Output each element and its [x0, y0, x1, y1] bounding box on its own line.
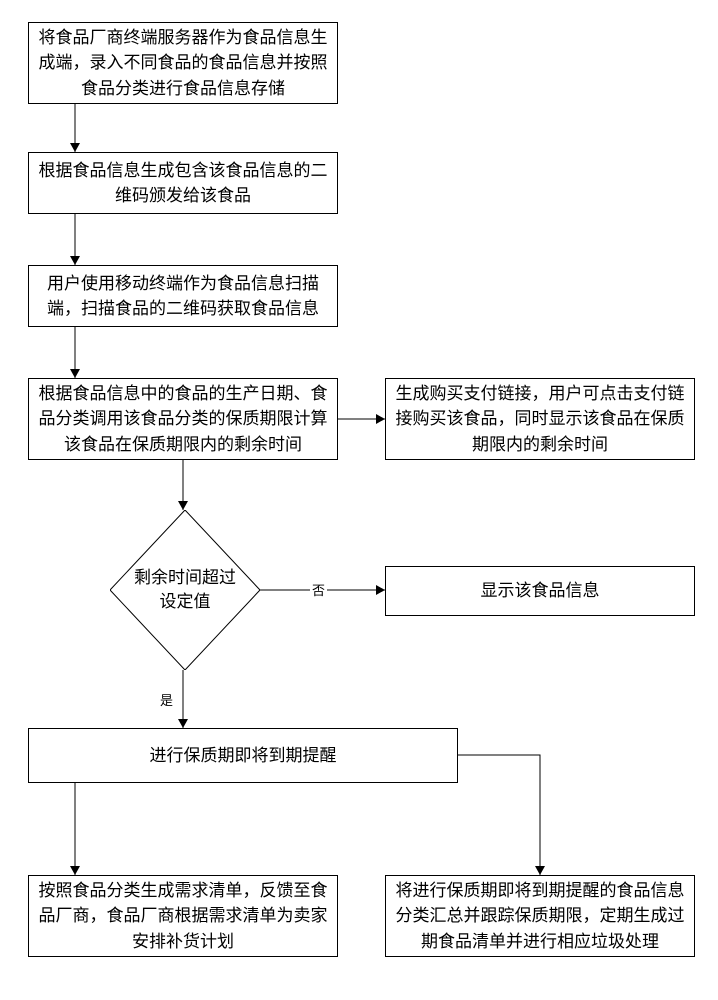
- flowchart-edge-7: [65, 773, 85, 890]
- flowchart-node-n2: 根据食品信息生成包含该食品信息的二维码颁发给该食品: [28, 152, 338, 214]
- flowchart-decision-d1: 剩余时间超过设定值: [110, 510, 260, 670]
- flowchart-node-n3: 用户使用移动终端作为食品信息扫描端，扫描食品的二维码获取食品信息: [28, 265, 338, 327]
- flowchart-edge-8: [448, 745, 550, 890]
- flowchart-node-n7: 进行保质期即将到期提醒: [28, 728, 458, 783]
- flowchart-edge-label-6: 是: [158, 690, 175, 709]
- flowchart-node-n8: 按照食品分类生成需求清单，反馈至食品厂商，食品厂商根据需求清单为卖家安排补货计划: [28, 875, 338, 957]
- flowchart-node-n4: 根据食品信息中的食品的生产日期、食品分类调用该食品分类的保质期限计算该食品在保质…: [28, 378, 338, 460]
- flowchart-node-n1: 将食品厂商终端服务器作为食品信息生成端，录入不同食品的食品信息并按照食品分类进行…: [28, 22, 338, 104]
- flowchart-node-n6: 显示该食品信息: [385, 566, 695, 616]
- flowchart-node-n9: 将进行保质期即将到期提醒的食品信息分类汇总并跟踪保质期限，定期生成过期食品清单并…: [385, 875, 695, 957]
- flowchart-node-n5: 生成购买支付链接，用户可点击支付链接购买该食品，同时显示该食品在保质期限内的剩余…: [385, 378, 695, 460]
- flowchart-edge-label-5: 否: [310, 580, 327, 599]
